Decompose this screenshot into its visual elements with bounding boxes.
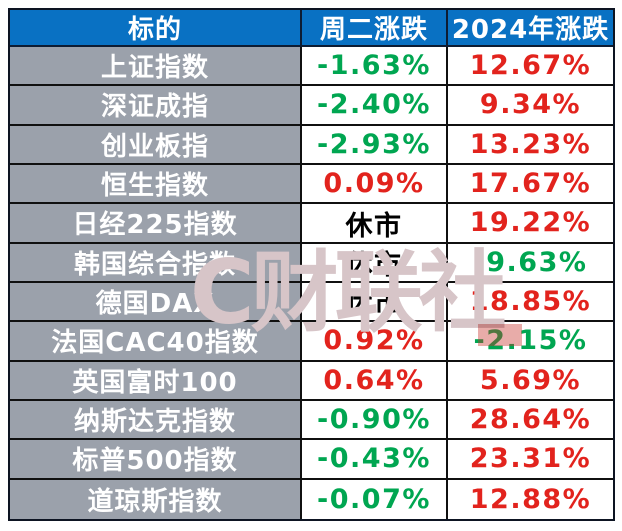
tuesday-change-cell: 休市 bbox=[302, 282, 448, 323]
tuesday-change-cell: -0.90% bbox=[302, 400, 448, 441]
index-label-cell: 上证指数 bbox=[10, 47, 302, 87]
index-label-cell: 德国DAX bbox=[10, 282, 302, 323]
tuesday-change-cell: -2.40% bbox=[302, 86, 448, 126]
tuesday-change-cell: 0.64% bbox=[302, 361, 448, 401]
ytd-change-cell: 17.67% bbox=[448, 164, 613, 205]
ytd-change-cell: 12.67% bbox=[448, 47, 613, 87]
ytd-change-cell: 12.88% bbox=[448, 479, 613, 519]
tuesday-change-cell: -0.43% bbox=[302, 440, 448, 480]
index-label-cell: 韩国综合指数 bbox=[10, 243, 302, 283]
index-label-cell: 日经225指数 bbox=[10, 204, 302, 244]
ytd-change-cell: 28.64% bbox=[448, 400, 613, 441]
index-label-cell: 恒生指数 bbox=[10, 164, 302, 205]
market-index-table: 标的 周二涨跌 2024年涨跌 上证指数 -1.63% 12.67% 深证成指 -2.4… bbox=[8, 8, 615, 521]
ytd-change-cell: 18.85% bbox=[448, 282, 613, 323]
index-label-cell: 标普500指数 bbox=[10, 440, 302, 480]
tuesday-change-cell: 休市 bbox=[302, 243, 448, 283]
index-label-cell: 法国CAC40指数 bbox=[10, 322, 302, 362]
ytd-change-cell: 23.31% bbox=[448, 440, 613, 480]
column-header-2024-change: 2024年涨跌 bbox=[448, 10, 613, 47]
index-label-cell: 创业板指 bbox=[10, 125, 302, 165]
index-label-cell: 纳斯达克指数 bbox=[10, 400, 302, 441]
tuesday-change-cell: 休市 bbox=[302, 204, 448, 244]
tuesday-change-cell: -0.07% bbox=[302, 479, 448, 519]
tuesday-change-cell: 0.92% bbox=[302, 322, 448, 362]
index-label-cell: 深证成指 bbox=[10, 86, 302, 126]
ytd-change-cell: -2.15% bbox=[448, 322, 613, 362]
index-label-cell: 英国富时100 bbox=[10, 361, 302, 401]
tuesday-change-cell: -1.63% bbox=[302, 47, 448, 87]
ytd-change-cell: 5.69% bbox=[448, 361, 613, 401]
tuesday-change-cell: 0.09% bbox=[302, 164, 448, 205]
index-label-cell: 道琼斯指数 bbox=[10, 479, 302, 519]
tuesday-change-cell: -2.93% bbox=[302, 125, 448, 165]
ytd-change-cell: -9.63% bbox=[448, 243, 613, 283]
ytd-change-cell: 9.34% bbox=[448, 86, 613, 126]
column-header-target: 标的 bbox=[10, 10, 302, 47]
ytd-change-cell: 19.22% bbox=[448, 204, 613, 244]
column-header-tuesday-change: 周二涨跌 bbox=[302, 10, 448, 47]
ytd-change-cell: 13.23% bbox=[448, 125, 613, 165]
